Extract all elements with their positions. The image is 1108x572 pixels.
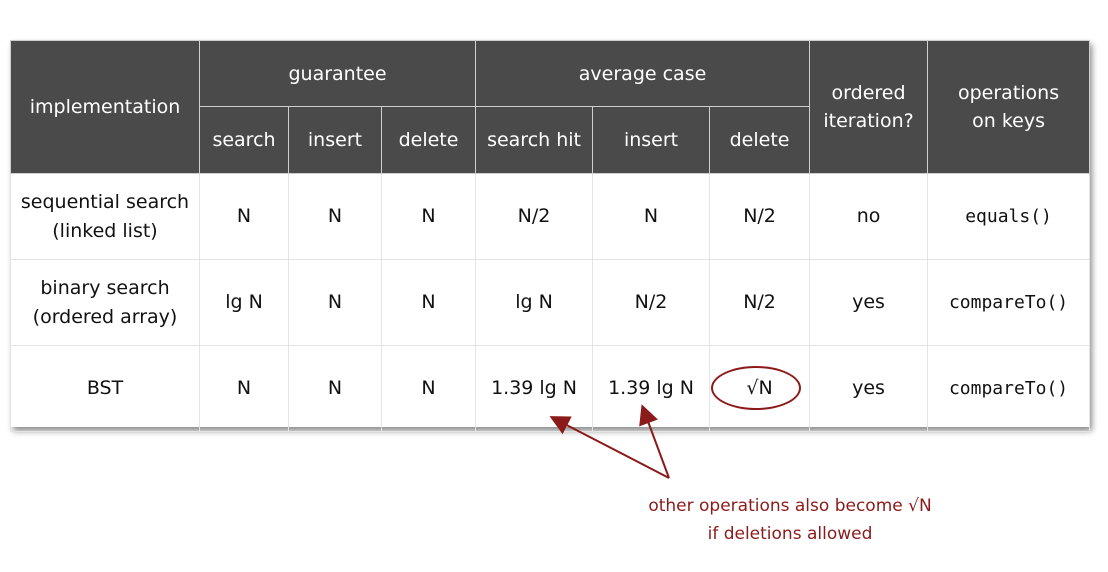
annotation-line1: other operations also become √N <box>648 496 932 516</box>
table-cell: N <box>380 173 477 260</box>
header-row-sub: search insert delete search hit insert d… <box>11 106 1090 174</box>
row-label-line2: (linked list) <box>52 219 158 242</box>
header-average-case: average case <box>475 40 811 107</box>
row-label-sequential-search: sequential search (linked list) <box>10 173 200 260</box>
table-row: sequential search (linked list) N N N N/… <box>10 173 1091 260</box>
header-ordered-iteration-line1: ordered <box>831 82 906 104</box>
subheader-guarantee-search: search <box>199 106 289 174</box>
table-cell: lg N <box>475 259 594 346</box>
row-label-line2: (ordered array) <box>32 305 178 328</box>
row-label-line1: BST <box>86 377 124 399</box>
subheader-average-insert: insert <box>592 106 711 174</box>
table-cell-method: equals() <box>927 173 1091 260</box>
header-ordered-iteration-line2: iteration? <box>823 110 914 132</box>
annotation-line2: if deletions allowed <box>707 524 873 544</box>
table-cell: 1.39 lg N <box>592 345 711 432</box>
table-cell-method: compareTo() <box>927 345 1091 432</box>
symbol-table-comparison-table: implementation guarantee average case or… <box>10 40 1091 432</box>
row-label-bst: BST <box>10 345 200 432</box>
header-operations-on-keys: operations on keys <box>927 40 1091 174</box>
highlight-circle <box>711 366 801 410</box>
table-cell: N <box>199 173 289 260</box>
table-cell: N/2 <box>709 173 811 260</box>
table-cell: N/2 <box>592 259 711 346</box>
table-cell: N <box>592 173 711 260</box>
header-implementation: implementation <box>10 40 200 174</box>
row-label-binary-search: binary search (ordered array) <box>10 259 200 346</box>
header-operations-line2: on keys <box>972 110 1045 132</box>
table-cell: N <box>288 173 382 260</box>
annotation-note: other operations also become √N if delet… <box>630 492 950 548</box>
table-cell: N <box>380 259 477 346</box>
table-cell: no <box>809 173 929 260</box>
header-ordered-iteration: ordered iteration? <box>809 40 929 174</box>
table-row: BST N N N 1.39 lg N 1.39 lg N √N yes com… <box>10 345 1091 432</box>
table-cell: yes <box>809 345 929 432</box>
table-cell: yes <box>809 259 929 346</box>
table-cell: N <box>288 345 382 432</box>
table-cell: N/2 <box>709 259 811 346</box>
table-cell: N <box>199 345 289 432</box>
table-cell: N <box>288 259 382 346</box>
header-row-top: implementation guarantee average case or… <box>10 40 1091 174</box>
table-cell-method: compareTo() <box>927 259 1091 346</box>
comparison-table-container: implementation guarantee average case or… <box>10 40 1091 432</box>
row-label-line1: binary search <box>40 276 170 299</box>
row-label-line1: sequential search <box>20 190 190 213</box>
table-cell: N/2 <box>475 173 594 260</box>
subheader-guarantee-insert: insert <box>288 106 382 174</box>
subheader-average-search-hit: search hit <box>475 106 594 174</box>
table-cell: N <box>380 345 477 432</box>
table-cell: lg N <box>199 259 289 346</box>
header-guarantee: guarantee <box>198 40 477 107</box>
table-cell: 1.39 lg N <box>475 345 594 432</box>
subheader-guarantee-delete: delete <box>380 106 477 174</box>
table-row: binary search (ordered array) lg N N N l… <box>10 259 1091 346</box>
header-operations-line1: operations <box>957 82 1060 104</box>
subheader-average-delete: delete <box>709 106 811 174</box>
